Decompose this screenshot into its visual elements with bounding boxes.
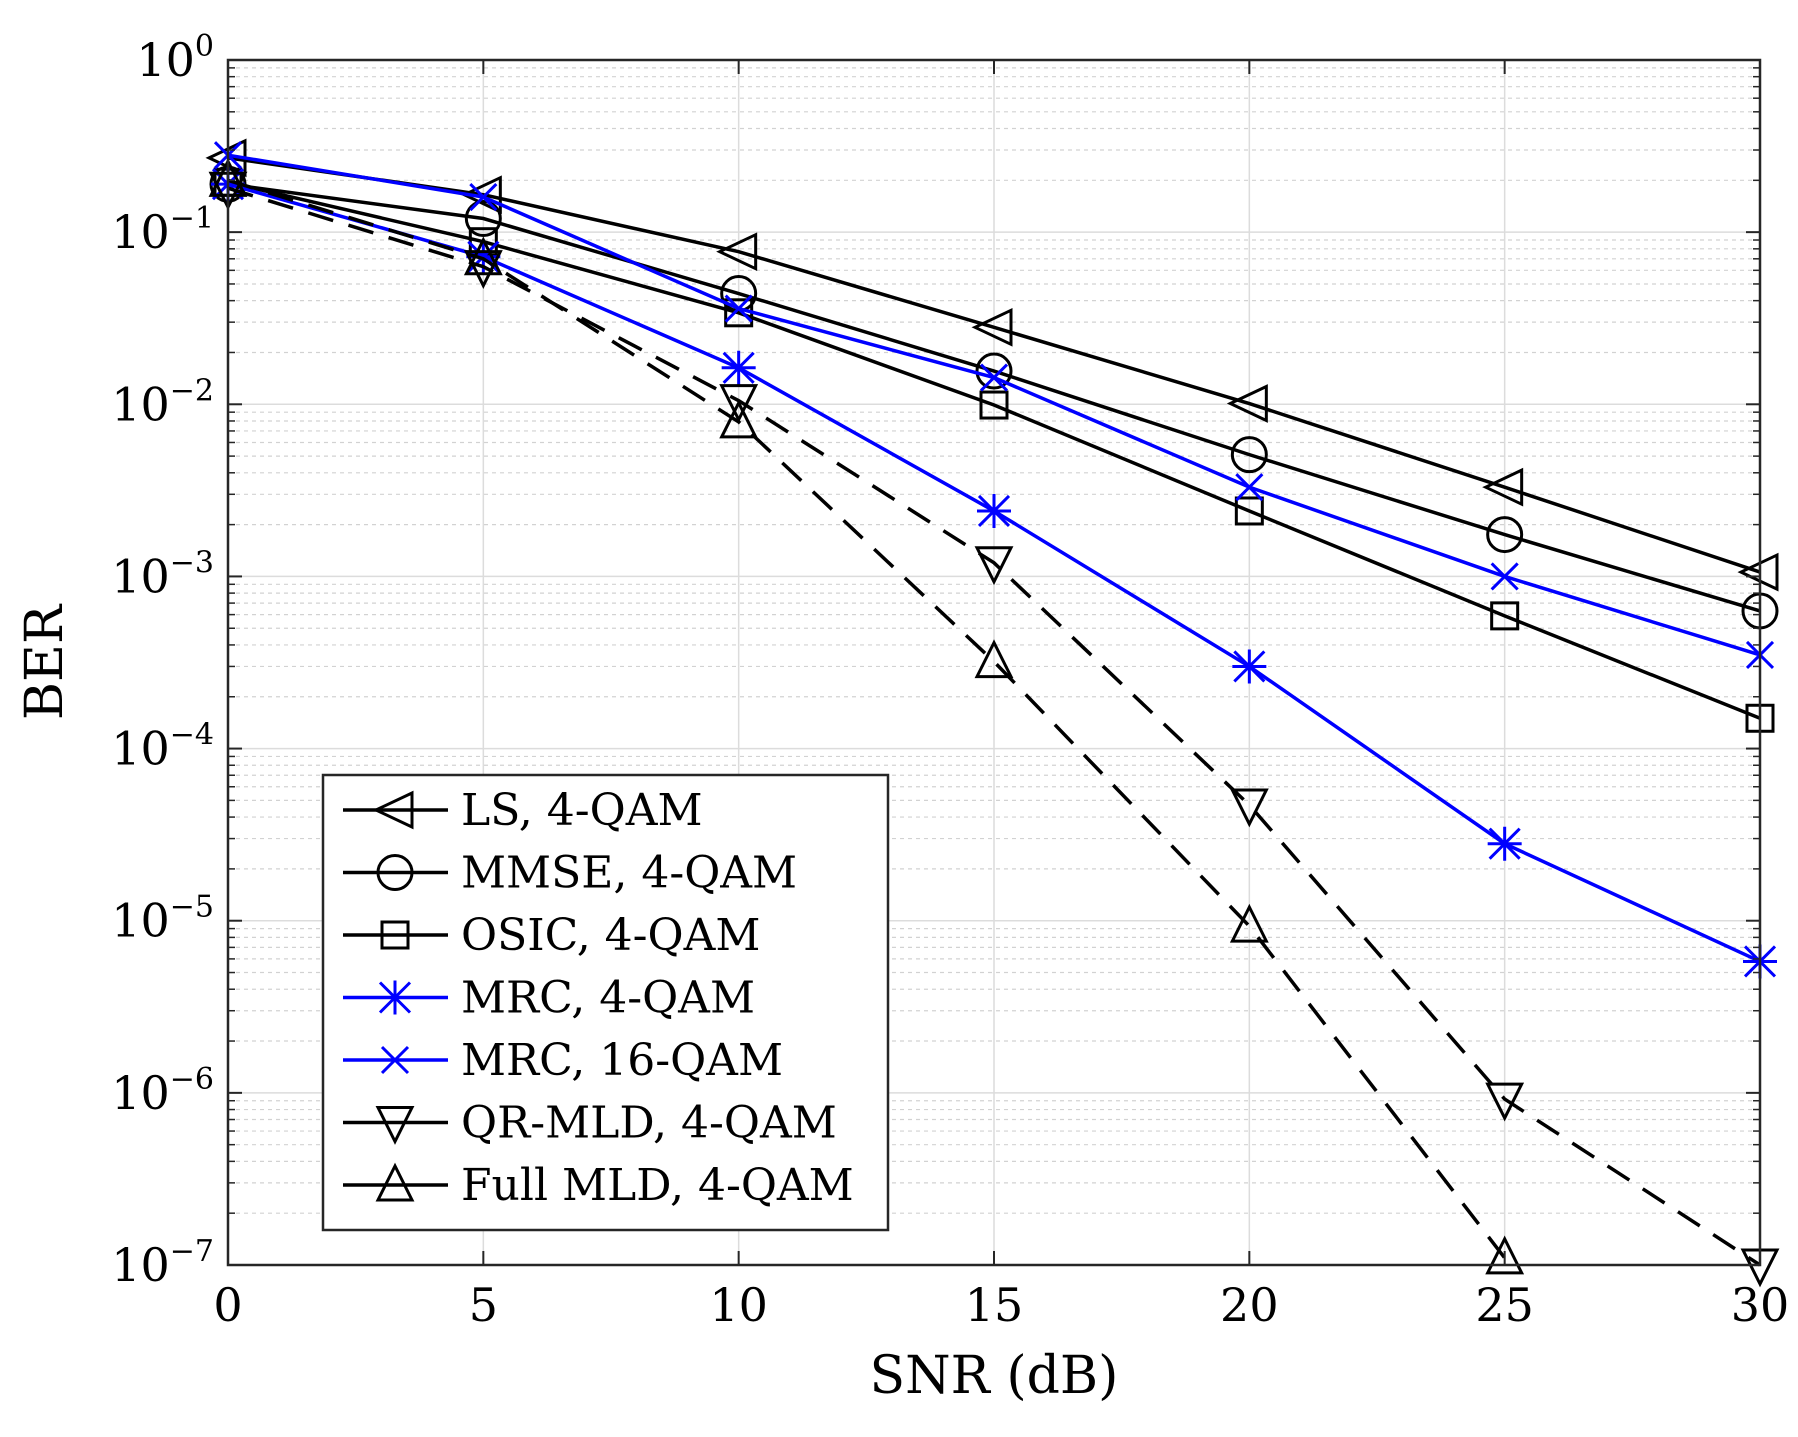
legend-marker: [372, 790, 414, 830]
x-tick-label: 25: [1475, 1278, 1534, 1332]
legend-label: MMSE, 4-QAM: [461, 848, 797, 899]
data-point: [975, 352, 1013, 390]
data-point: [463, 236, 503, 276]
x-axis-label: SNR (dB): [870, 1346, 1119, 1406]
y-tick-label: 10−6: [111, 1062, 214, 1120]
data-point: [1229, 788, 1269, 828]
y-axis-label: BER: [15, 603, 75, 720]
legend-marker: [380, 1045, 410, 1075]
data-point: [1234, 496, 1264, 526]
legend-marker: [376, 854, 414, 891]
data-point: [1235, 473, 1264, 502]
legend-marker: [378, 980, 412, 1015]
data-point: [1486, 516, 1524, 554]
legend-entry: MRC, 4-QAM: [343, 973, 755, 1024]
data-point: [1490, 562, 1519, 591]
data-point: [1229, 903, 1269, 943]
legend-label: QR-MLD, 4-QAM: [461, 1098, 837, 1149]
legend-label: Full MLD, 4-QAM: [461, 1160, 854, 1211]
legend-marker: [380, 920, 410, 950]
legend-label: LS, 4-QAM: [461, 785, 703, 836]
data-point: [979, 390, 1009, 420]
x-tick-label: 0: [213, 1278, 242, 1332]
legend-label: MRC, 16-QAM: [461, 1035, 783, 1086]
legend-entry: MRC, 16-QAM: [343, 1035, 783, 1086]
data-point: [1485, 1235, 1525, 1275]
data-point: [460, 175, 502, 215]
data-point: [1487, 826, 1522, 861]
data-point: [716, 232, 758, 272]
data-point: [971, 307, 1013, 347]
x-tick-label: 15: [965, 1278, 1024, 1332]
legend-marker: [375, 1106, 415, 1145]
y-tick-label: 10−3: [111, 545, 214, 603]
legend-box: [321, 773, 890, 1232]
data-point: [463, 250, 503, 290]
legend-marker: [375, 1162, 415, 1202]
legend-entry: QR-MLD, 4-QAM: [343, 1098, 837, 1149]
data-point: [1485, 1082, 1525, 1122]
x-tick-label: 10: [709, 1278, 768, 1332]
legend-label: MRC, 4-QAM: [461, 973, 755, 1024]
data-point: [719, 384, 759, 423]
data-point: [724, 294, 753, 323]
data-point: [721, 350, 756, 385]
y-tick-label: 100: [136, 29, 214, 87]
x-tick-label: 30: [1731, 1278, 1790, 1332]
data-point: [1490, 601, 1520, 631]
data-point: [719, 399, 759, 439]
data-point: [464, 200, 502, 238]
legend-entry: Full MLD, 4-QAM: [343, 1160, 854, 1211]
series-line: [227, 186, 1761, 1267]
data-point: [1226, 384, 1268, 423]
series-line: [227, 182, 1761, 613]
y-tick-label: 10−4: [111, 718, 214, 776]
x-tick-label: 5: [469, 1278, 498, 1332]
data-point: [466, 239, 501, 274]
legend-entry: LS, 4-QAM: [343, 785, 703, 836]
legend-label: OSIC, 4-QAM: [461, 910, 760, 961]
series-full-mld-4-qam: [208, 157, 1525, 1275]
series-qr-mld-4-qam: [208, 171, 1780, 1288]
data-point: [1232, 649, 1267, 684]
y-tick-label: 10−5: [111, 890, 214, 948]
axis-ticks: 0 5 10 15 20 25 30 100 10−1 10−2 10−3 10−4 10−5 10−6 1…: [111, 29, 1789, 1332]
legend: LS, 4-QAM MMSE, 4-QAM OSIC, 4-QAM MRC, 4-QA…: [321, 773, 890, 1232]
data-point: [1482, 467, 1524, 507]
data-point: [977, 493, 1011, 528]
series-line: [227, 178, 1507, 1259]
data-point: [1230, 436, 1268, 474]
data-point: [469, 182, 498, 212]
legend-entry: MMSE, 4-QAM: [343, 848, 797, 899]
series-line: [227, 156, 1761, 574]
legend-entry: OSIC, 4-QAM: [343, 910, 760, 961]
data-point: [974, 546, 1014, 586]
data-point: [974, 639, 1014, 679]
x-tick-label: 20: [1220, 1278, 1279, 1332]
series-mrc-16-qam: [213, 141, 1775, 669]
y-tick-label: 10−2: [111, 373, 214, 431]
y-tick-label: 10−7: [111, 1234, 214, 1292]
y-tick-label: 10−1: [111, 201, 214, 259]
data-point: [979, 363, 1009, 392]
